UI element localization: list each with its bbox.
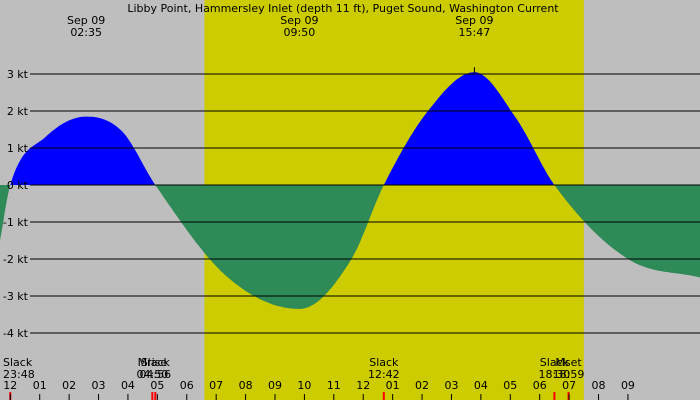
- top-time-label: 09:50: [284, 26, 316, 39]
- x-tick-label: 05: [503, 379, 517, 392]
- event-time-label: 18:30: [539, 368, 571, 381]
- y-tick-label: -1 kt: [3, 216, 29, 229]
- x-tick-label: 04: [474, 379, 488, 392]
- y-tick-label: -3 kt: [3, 290, 29, 303]
- y-tick-label: 2 kt: [7, 105, 29, 118]
- event-label-layer: Slack23:48Mrise04:50Slack04:56Slack12:42…: [3, 356, 584, 400]
- y-tick-label: 1 kt: [7, 142, 29, 155]
- flood-area-1: [10, 116, 156, 185]
- x-tick-label-layer: 12 01 02 03 04 05 06 07 08 09 10 11 12 01 02 03 04 05 06 07…: [3, 379, 635, 400]
- x-tick-label: 09: [621, 379, 635, 392]
- event-name-label: Slack: [3, 356, 33, 369]
- top-time-label: 15:47: [459, 26, 491, 39]
- ebb-area-2: [155, 185, 384, 309]
- event-time-label: 04:50: [137, 368, 169, 381]
- x-tick-label: 04: [121, 379, 135, 392]
- event-time-label: 18:59: [553, 368, 585, 381]
- top-date-label: Sep 09: [67, 14, 105, 27]
- chart-title: Libby Point, Hammersley Inlet (depth 11 …: [127, 2, 559, 15]
- y-tick-label: -2 kt: [3, 253, 29, 266]
- event-name-label: Slack: [540, 356, 570, 369]
- x-tick-label: 10: [297, 379, 311, 392]
- top-time-label: 02:35: [70, 26, 102, 39]
- event-time-label: 23:48: [3, 368, 35, 381]
- x-tick-label: 11: [327, 379, 341, 392]
- ebb-area-4: [554, 185, 700, 278]
- x-tick-label: 01: [386, 379, 400, 392]
- y-tick-label-layer: 3 kt 2 kt 1 kt 0 kt -1 kt -2 kt -3 kt -4 kt: [3, 68, 29, 340]
- x-tick-label: 08: [239, 379, 253, 392]
- gridline-layer: [30, 67, 700, 334]
- x-tick-label: 01: [33, 379, 47, 392]
- x-tick-label: 06: [180, 379, 194, 392]
- event-name-label: Mset: [555, 356, 582, 369]
- flood-area-3: [383, 72, 555, 185]
- x-tick-label: 09: [268, 379, 282, 392]
- event-time-label: 04:56: [139, 368, 171, 381]
- x-tick-label: 06: [533, 379, 547, 392]
- top-date-label: Sep 09: [455, 14, 493, 27]
- x-tick-label: 02: [415, 379, 429, 392]
- y-tick-label: 0 kt: [7, 179, 29, 192]
- current-curve-layer: [0, 72, 700, 309]
- top-date-label: Sep 09: [280, 14, 318, 27]
- x-tick-label: 02: [62, 379, 76, 392]
- x-tick-label: 03: [444, 379, 458, 392]
- x-tick-label: 07: [209, 379, 223, 392]
- event-name-label: Mrise: [138, 356, 168, 369]
- ebb-area-0: [0, 185, 11, 241]
- y-tick-label: 3 kt: [7, 68, 29, 81]
- x-tick-label: 12: [3, 379, 17, 392]
- x-tick-label: 12: [356, 379, 370, 392]
- x-tick-label: 03: [92, 379, 106, 392]
- x-tick-label: 08: [592, 379, 606, 392]
- y-tick-label: -4 kt: [3, 327, 29, 340]
- event-time-label: 12:42: [368, 368, 400, 381]
- x-tick-label: 07: [562, 379, 576, 392]
- event-name-label: Slack: [369, 356, 399, 369]
- event-name-label: Slack: [141, 356, 171, 369]
- x-tick-label: 05: [150, 379, 164, 392]
